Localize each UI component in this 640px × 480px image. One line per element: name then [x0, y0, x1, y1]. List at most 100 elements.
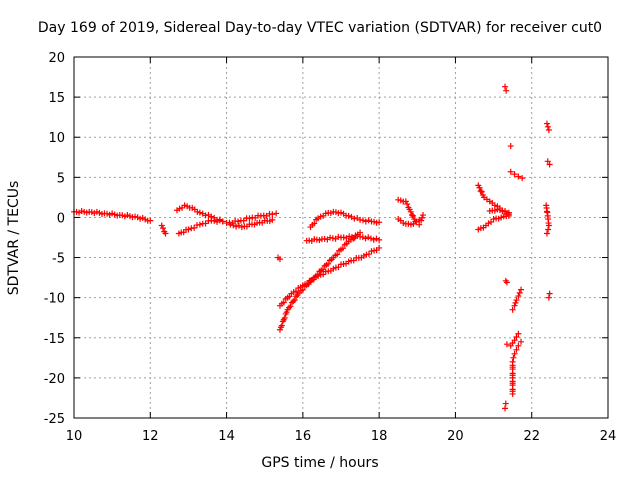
trace-marker — [186, 204, 193, 211]
trace-marker — [266, 218, 273, 225]
x-axis-label: GPS time / hours — [261, 455, 379, 471]
x-tick-label: 18 — [371, 429, 388, 444]
trace-marker — [202, 220, 209, 227]
trace-marker — [328, 256, 335, 263]
trace-marker — [362, 218, 369, 225]
data-point — [376, 236, 383, 243]
data-point — [503, 341, 510, 348]
trace-marker — [283, 309, 290, 316]
trace-marker — [297, 284, 304, 291]
data-point — [545, 226, 552, 233]
data-point — [543, 120, 550, 127]
data-point — [503, 87, 510, 94]
trace-marker — [205, 211, 212, 218]
x-tick-label: 22 — [523, 429, 540, 444]
data-point — [276, 256, 283, 263]
data-point — [513, 346, 520, 353]
data-point — [502, 405, 509, 412]
data-point — [507, 143, 514, 150]
trace-marker — [281, 315, 288, 322]
trace-marker — [325, 260, 332, 267]
data-point — [511, 302, 518, 309]
data-point — [158, 222, 165, 229]
trace-marker — [313, 216, 320, 223]
trace-marker — [407, 221, 414, 228]
trace-marker — [545, 220, 552, 227]
data-point — [510, 354, 517, 361]
y-tick-label: 15 — [48, 91, 65, 106]
x-tick-label: 12 — [142, 429, 159, 444]
trace-marker — [407, 208, 414, 215]
trace-marker — [214, 218, 221, 225]
trace-marker — [205, 217, 212, 224]
trace-marker — [235, 222, 242, 229]
y-tick-label: 0 — [57, 211, 65, 226]
data-point — [545, 127, 552, 134]
trace-marker — [491, 202, 498, 209]
trace-marker — [292, 288, 299, 295]
trace-marker — [370, 236, 377, 243]
trace-marker — [405, 204, 412, 211]
x-tick-label: 20 — [447, 429, 464, 444]
trace-marker — [410, 212, 417, 219]
trace-marker — [362, 235, 369, 242]
trace-marker — [477, 187, 484, 194]
trace-marker — [211, 217, 218, 224]
trace-marker — [216, 217, 223, 224]
y-tick-label: 5 — [57, 171, 65, 186]
data-point — [513, 297, 520, 304]
x-tick-label: 10 — [66, 429, 83, 444]
data-point — [420, 212, 427, 219]
data-point — [518, 338, 525, 345]
trace-marker — [408, 212, 415, 219]
trace-marker — [327, 210, 334, 217]
chart-title: Day 169 of 2019, Sidereal Day-to-day VTE… — [37, 20, 603, 36]
trace-marker — [280, 299, 287, 306]
trace-marker — [343, 240, 350, 247]
trace-marker — [367, 235, 374, 242]
y-tick-label: -10 — [44, 292, 65, 307]
y-tick-label: -5 — [52, 252, 65, 267]
data-point — [518, 286, 525, 293]
trace-marker — [480, 224, 487, 231]
trace-marker — [365, 234, 372, 241]
trace-marker — [290, 298, 297, 305]
trace-marker — [359, 217, 366, 224]
trace-marker — [358, 254, 365, 261]
data-point — [515, 293, 522, 300]
plot-frame — [73, 56, 609, 419]
trace-marker — [334, 251, 341, 258]
data-point — [273, 210, 280, 217]
trace-marker — [359, 234, 366, 241]
trace-marker — [291, 296, 298, 303]
trace-marker — [286, 293, 293, 300]
trace-marker — [478, 188, 485, 195]
data-point — [544, 158, 551, 165]
data-point — [515, 342, 522, 349]
trace-marker — [373, 219, 380, 226]
data-point — [543, 230, 550, 237]
trace-marker — [499, 208, 506, 215]
trace-marker — [160, 225, 166, 232]
trace-marker — [509, 339, 516, 346]
trace-marker — [335, 233, 342, 240]
data-point — [503, 279, 510, 286]
data-point — [519, 175, 526, 182]
trace-marker — [512, 299, 519, 306]
data-points — [71, 83, 553, 412]
trace-marker — [343, 212, 350, 219]
data-point — [502, 400, 509, 407]
trace-marker — [354, 233, 361, 240]
trace-marker — [348, 234, 355, 241]
data-point — [515, 330, 522, 337]
trace-marker — [509, 362, 516, 369]
trace-marker — [340, 234, 347, 241]
trace-marker — [339, 245, 346, 252]
trace-marker — [491, 207, 498, 214]
trace-marker — [404, 201, 411, 208]
x-tick-label: 24 — [600, 429, 617, 444]
grid-lines — [74, 57, 608, 418]
trace-marker — [191, 224, 198, 231]
trace-marker — [278, 322, 285, 329]
